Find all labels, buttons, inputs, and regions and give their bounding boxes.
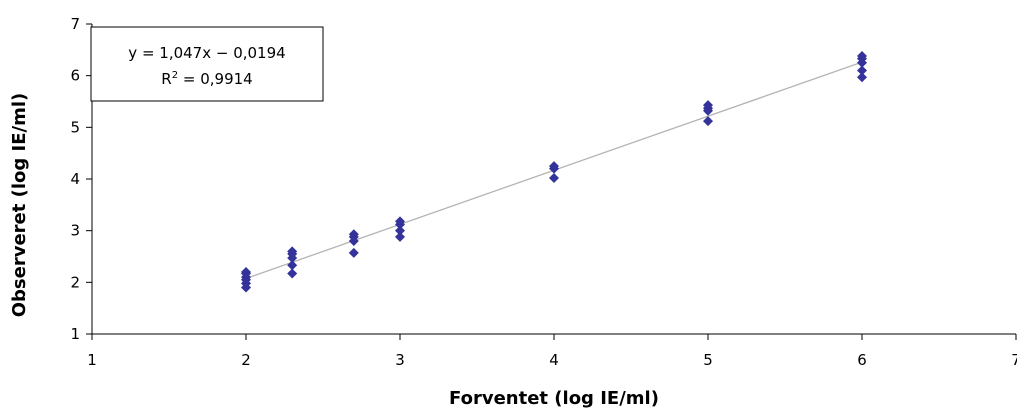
data-point — [287, 268, 298, 279]
y-tick-label: 5 — [70, 118, 80, 136]
y-tick-label: 7 — [70, 15, 80, 33]
x-tick-label: 4 — [549, 351, 559, 369]
y-tick-label: 2 — [70, 273, 80, 291]
y-axis-title: Observeret (log IE/ml) — [9, 93, 30, 318]
equation-label: y = 1,047x − 0,0194 — [128, 44, 285, 62]
data-point — [287, 253, 298, 264]
data-point — [395, 225, 405, 236]
x-tick-label: 5 — [703, 351, 713, 369]
data-point — [287, 260, 298, 271]
data-point — [241, 282, 251, 293]
data-point — [395, 219, 405, 230]
data-point — [348, 236, 359, 246]
data-point — [857, 65, 867, 76]
x-tick-label: 1 — [87, 351, 97, 369]
data-point — [395, 231, 405, 242]
x-tick-label: 6 — [857, 351, 867, 369]
data-point — [348, 247, 359, 258]
x-axis-title: Forventet (log IE/ml) — [449, 388, 659, 409]
x-tick-label: 2 — [241, 351, 251, 369]
x-tick-label: 7 — [1011, 351, 1017, 369]
y-tick-label: 1 — [70, 325, 80, 343]
data-point — [703, 116, 713, 127]
data-point — [703, 105, 713, 116]
data-point — [549, 172, 559, 183]
y-tick-label: 6 — [70, 67, 80, 85]
data-points — [241, 51, 867, 293]
y-tick-label: 3 — [70, 222, 80, 240]
data-point — [549, 163, 559, 174]
x-tick-label: 3 — [395, 351, 405, 369]
y-tick-label: 4 — [70, 170, 80, 188]
r-squared-label: R2 = 0,9914 — [161, 70, 252, 88]
axes: 1 2 3 4 5 6 7 1 2 3 4 5 6 7 — [70, 15, 1017, 369]
data-point — [857, 72, 867, 83]
data-point — [857, 57, 867, 68]
equation-box: y = 1,047x − 0,0194 R2 = 0,9914 — [90, 26, 324, 102]
